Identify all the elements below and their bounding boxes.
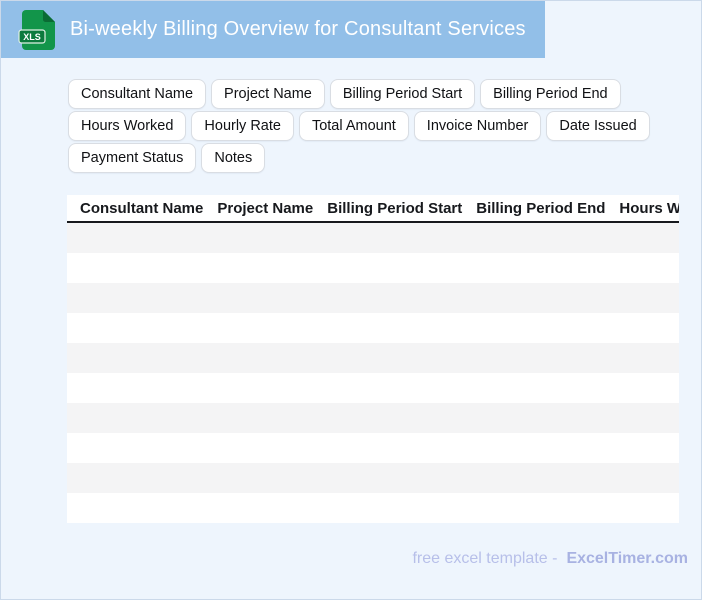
- table-row: [67, 313, 679, 343]
- field-chip-hourly-rate[interactable]: Hourly Rate: [191, 111, 294, 141]
- column-header-billing-period-start: Billing Period Start: [327, 199, 463, 217]
- table-row: [67, 373, 679, 403]
- chip-row: Consultant Name Project Name Billing Per…: [68, 79, 686, 109]
- table-header-row: Consultant Name Project Name Billing Per…: [67, 195, 679, 223]
- table-row: [67, 283, 679, 313]
- table-row: [67, 463, 679, 493]
- chip-row: Hours Worked Hourly Rate Total Amount In…: [68, 111, 686, 141]
- field-chip-total-amount[interactable]: Total Amount: [298, 111, 409, 141]
- field-chip-date-issued[interactable]: Date Issued: [546, 111, 650, 141]
- footer-credit-text: free excel template -: [412, 550, 558, 567]
- chip-row: Payment Status Notes: [68, 143, 686, 173]
- xls-file-icon: XLS: [18, 9, 55, 50]
- table-row: [67, 223, 679, 253]
- table-body: [67, 223, 679, 523]
- footer-credit: free excel template - ExcelTimer.com: [412, 550, 688, 568]
- field-chip-consultant-name[interactable]: Consultant Name: [68, 79, 207, 109]
- field-chips: Consultant Name Project Name Billing Per…: [68, 79, 686, 173]
- field-chip-payment-status[interactable]: Payment Status: [68, 143, 197, 173]
- column-header-billing-period-end: Billing Period End: [476, 199, 606, 217]
- template-preview-table: Consultant Name Project Name Billing Per…: [67, 195, 679, 523]
- page-title: Bi-weekly Billing Overview for Consultan…: [70, 18, 526, 40]
- table-row: [67, 433, 679, 463]
- table-row: [67, 253, 679, 283]
- table-row: [67, 343, 679, 373]
- column-header-hours-worked: Hours Worked: [619, 199, 679, 217]
- field-chip-hours-worked[interactable]: Hours Worked: [68, 111, 187, 141]
- xls-icon-label: XLS: [23, 32, 41, 42]
- column-header-consultant-name: Consultant Name: [80, 199, 204, 217]
- field-chip-billing-period-start[interactable]: Billing Period Start: [329, 79, 476, 109]
- column-header-project-name: Project Name: [217, 199, 314, 217]
- field-chip-billing-period-end[interactable]: Billing Period End: [480, 79, 621, 109]
- header-banner: XLS Bi-weekly Billing Overview for Consu…: [1, 1, 545, 58]
- table-row: [67, 403, 679, 433]
- table-row: [67, 493, 679, 523]
- field-chip-notes[interactable]: Notes: [201, 143, 266, 173]
- brand-link[interactable]: ExcelTimer.com: [566, 550, 688, 567]
- field-chip-project-name[interactable]: Project Name: [211, 79, 325, 109]
- field-chip-invoice-number[interactable]: Invoice Number: [413, 111, 542, 141]
